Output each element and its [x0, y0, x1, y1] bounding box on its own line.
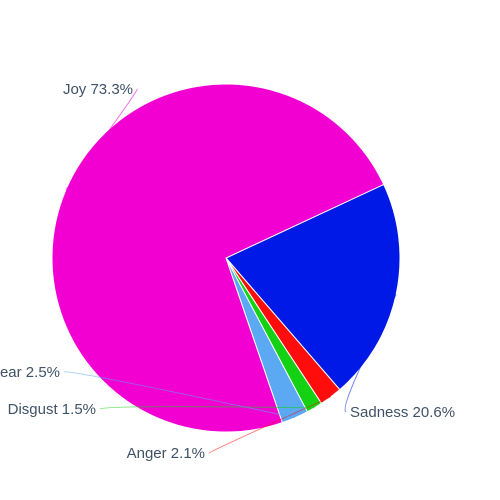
slice-labels: Sadness 20.6% Anger 2.1% Disgust 1.5% Fear … [0, 81, 455, 462]
slice-label-joy: Joy 73.3% [63, 81, 133, 98]
connector-joy [65, 88, 138, 191]
pie-slices [51, 83, 401, 433]
slice-label-fear: Fear 2.5% [0, 364, 60, 381]
connector-sadness [344, 294, 397, 413]
slice-label-anger: Anger 2.1% [127, 445, 205, 462]
label-connectors [63, 88, 397, 454]
connector-disgust [99, 406, 315, 410]
slice-label-sadness: Sadness 20.6% [350, 404, 455, 421]
slice-label-disgust: Disgust 1.5% [8, 401, 96, 418]
connector-fear [63, 371, 296, 419]
